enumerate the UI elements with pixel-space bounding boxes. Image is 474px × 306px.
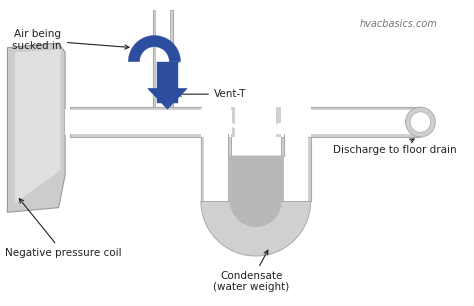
Polygon shape [15, 50, 61, 203]
Text: Negative pressure coil: Negative pressure coil [5, 199, 121, 258]
Bar [281, 107, 420, 137]
Bar [281, 107, 310, 137]
Bar [201, 107, 231, 137]
Text: Discharge to floor drain: Discharge to floor drain [333, 139, 456, 155]
Bar [283, 107, 308, 201]
Circle shape [410, 112, 431, 132]
Bar [276, 107, 310, 137]
Circle shape [406, 107, 435, 137]
Bar [70, 110, 232, 134]
Bar [153, 9, 173, 107]
Text: hvacbasics.com: hvacbasics.com [359, 19, 437, 29]
Text: Air being
sucked in: Air being sucked in [12, 29, 129, 51]
Text: Condensate
(water weight): Condensate (water weight) [213, 250, 289, 293]
Bar [283, 110, 420, 134]
Bar [201, 107, 235, 137]
Polygon shape [8, 43, 65, 212]
Bar [70, 107, 230, 137]
Bar [65, 109, 70, 135]
Bar [204, 107, 228, 201]
Bar [157, 62, 178, 103]
Polygon shape [228, 122, 240, 134]
Text: Vent-T: Vent-T [177, 89, 246, 99]
Polygon shape [228, 155, 283, 226]
Bar [155, 9, 170, 107]
Polygon shape [128, 35, 181, 62]
Polygon shape [148, 88, 187, 109]
Polygon shape [272, 122, 283, 134]
Polygon shape [201, 201, 310, 256]
Bar [281, 107, 310, 201]
Bar [201, 107, 231, 201]
